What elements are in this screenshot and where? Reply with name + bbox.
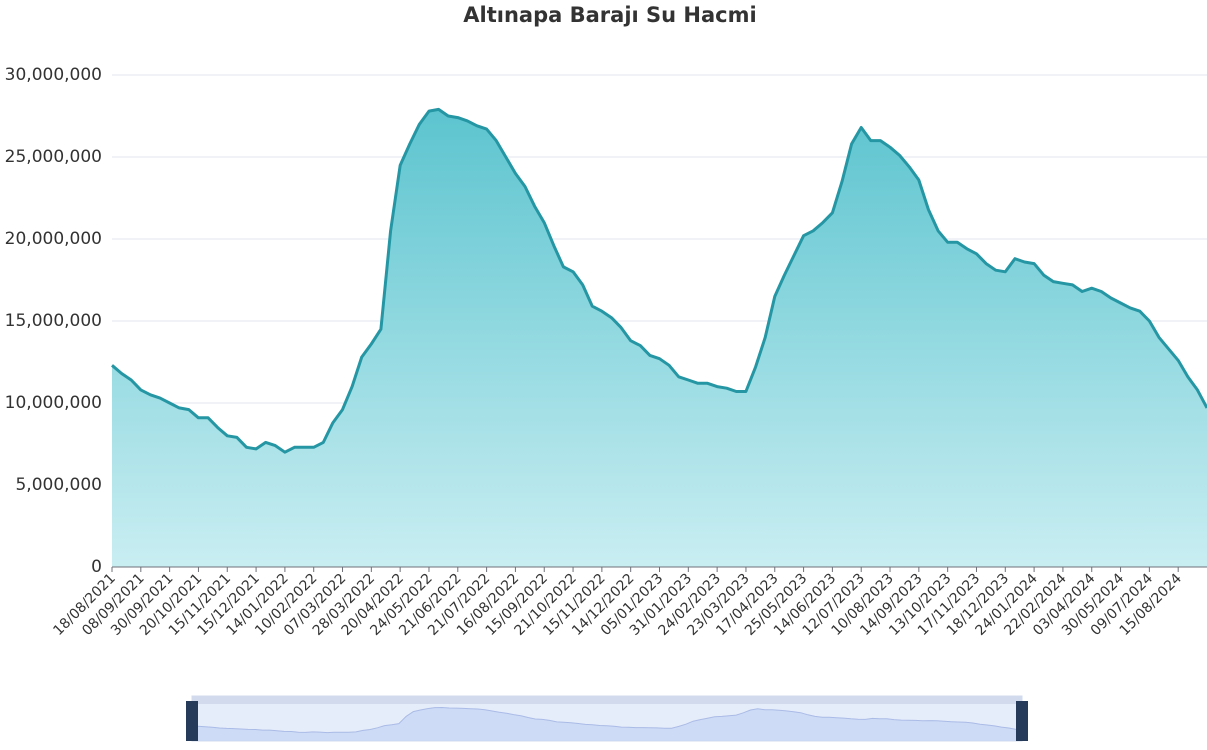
y-tick-label: 5,000,000: [15, 475, 102, 495]
data-zoom-slider[interactable]: [186, 695, 1028, 742]
y-tick-label: 30,000,000: [5, 65, 102, 85]
zoom-handle-right[interactable]: [1016, 701, 1028, 741]
area-line: [111, 107, 1207, 454]
y-tick-label: 10,000,000: [5, 393, 102, 413]
y-tick-label: 15,000,000: [5, 311, 102, 331]
zoom-preview-line: [197, 706, 1017, 734]
y-tick-label: 0: [91, 557, 102, 577]
zoom-handle-left[interactable]: [186, 701, 198, 741]
y-tick-label: 25,000,000: [5, 147, 102, 167]
chart-title: Altınapa Barajı Su Hacmi: [463, 3, 756, 27]
y-tick-label: 20,000,000: [5, 229, 102, 249]
zoom-top-bar[interactable]: [192, 696, 1022, 704]
area-fill: [112, 109, 1207, 568]
